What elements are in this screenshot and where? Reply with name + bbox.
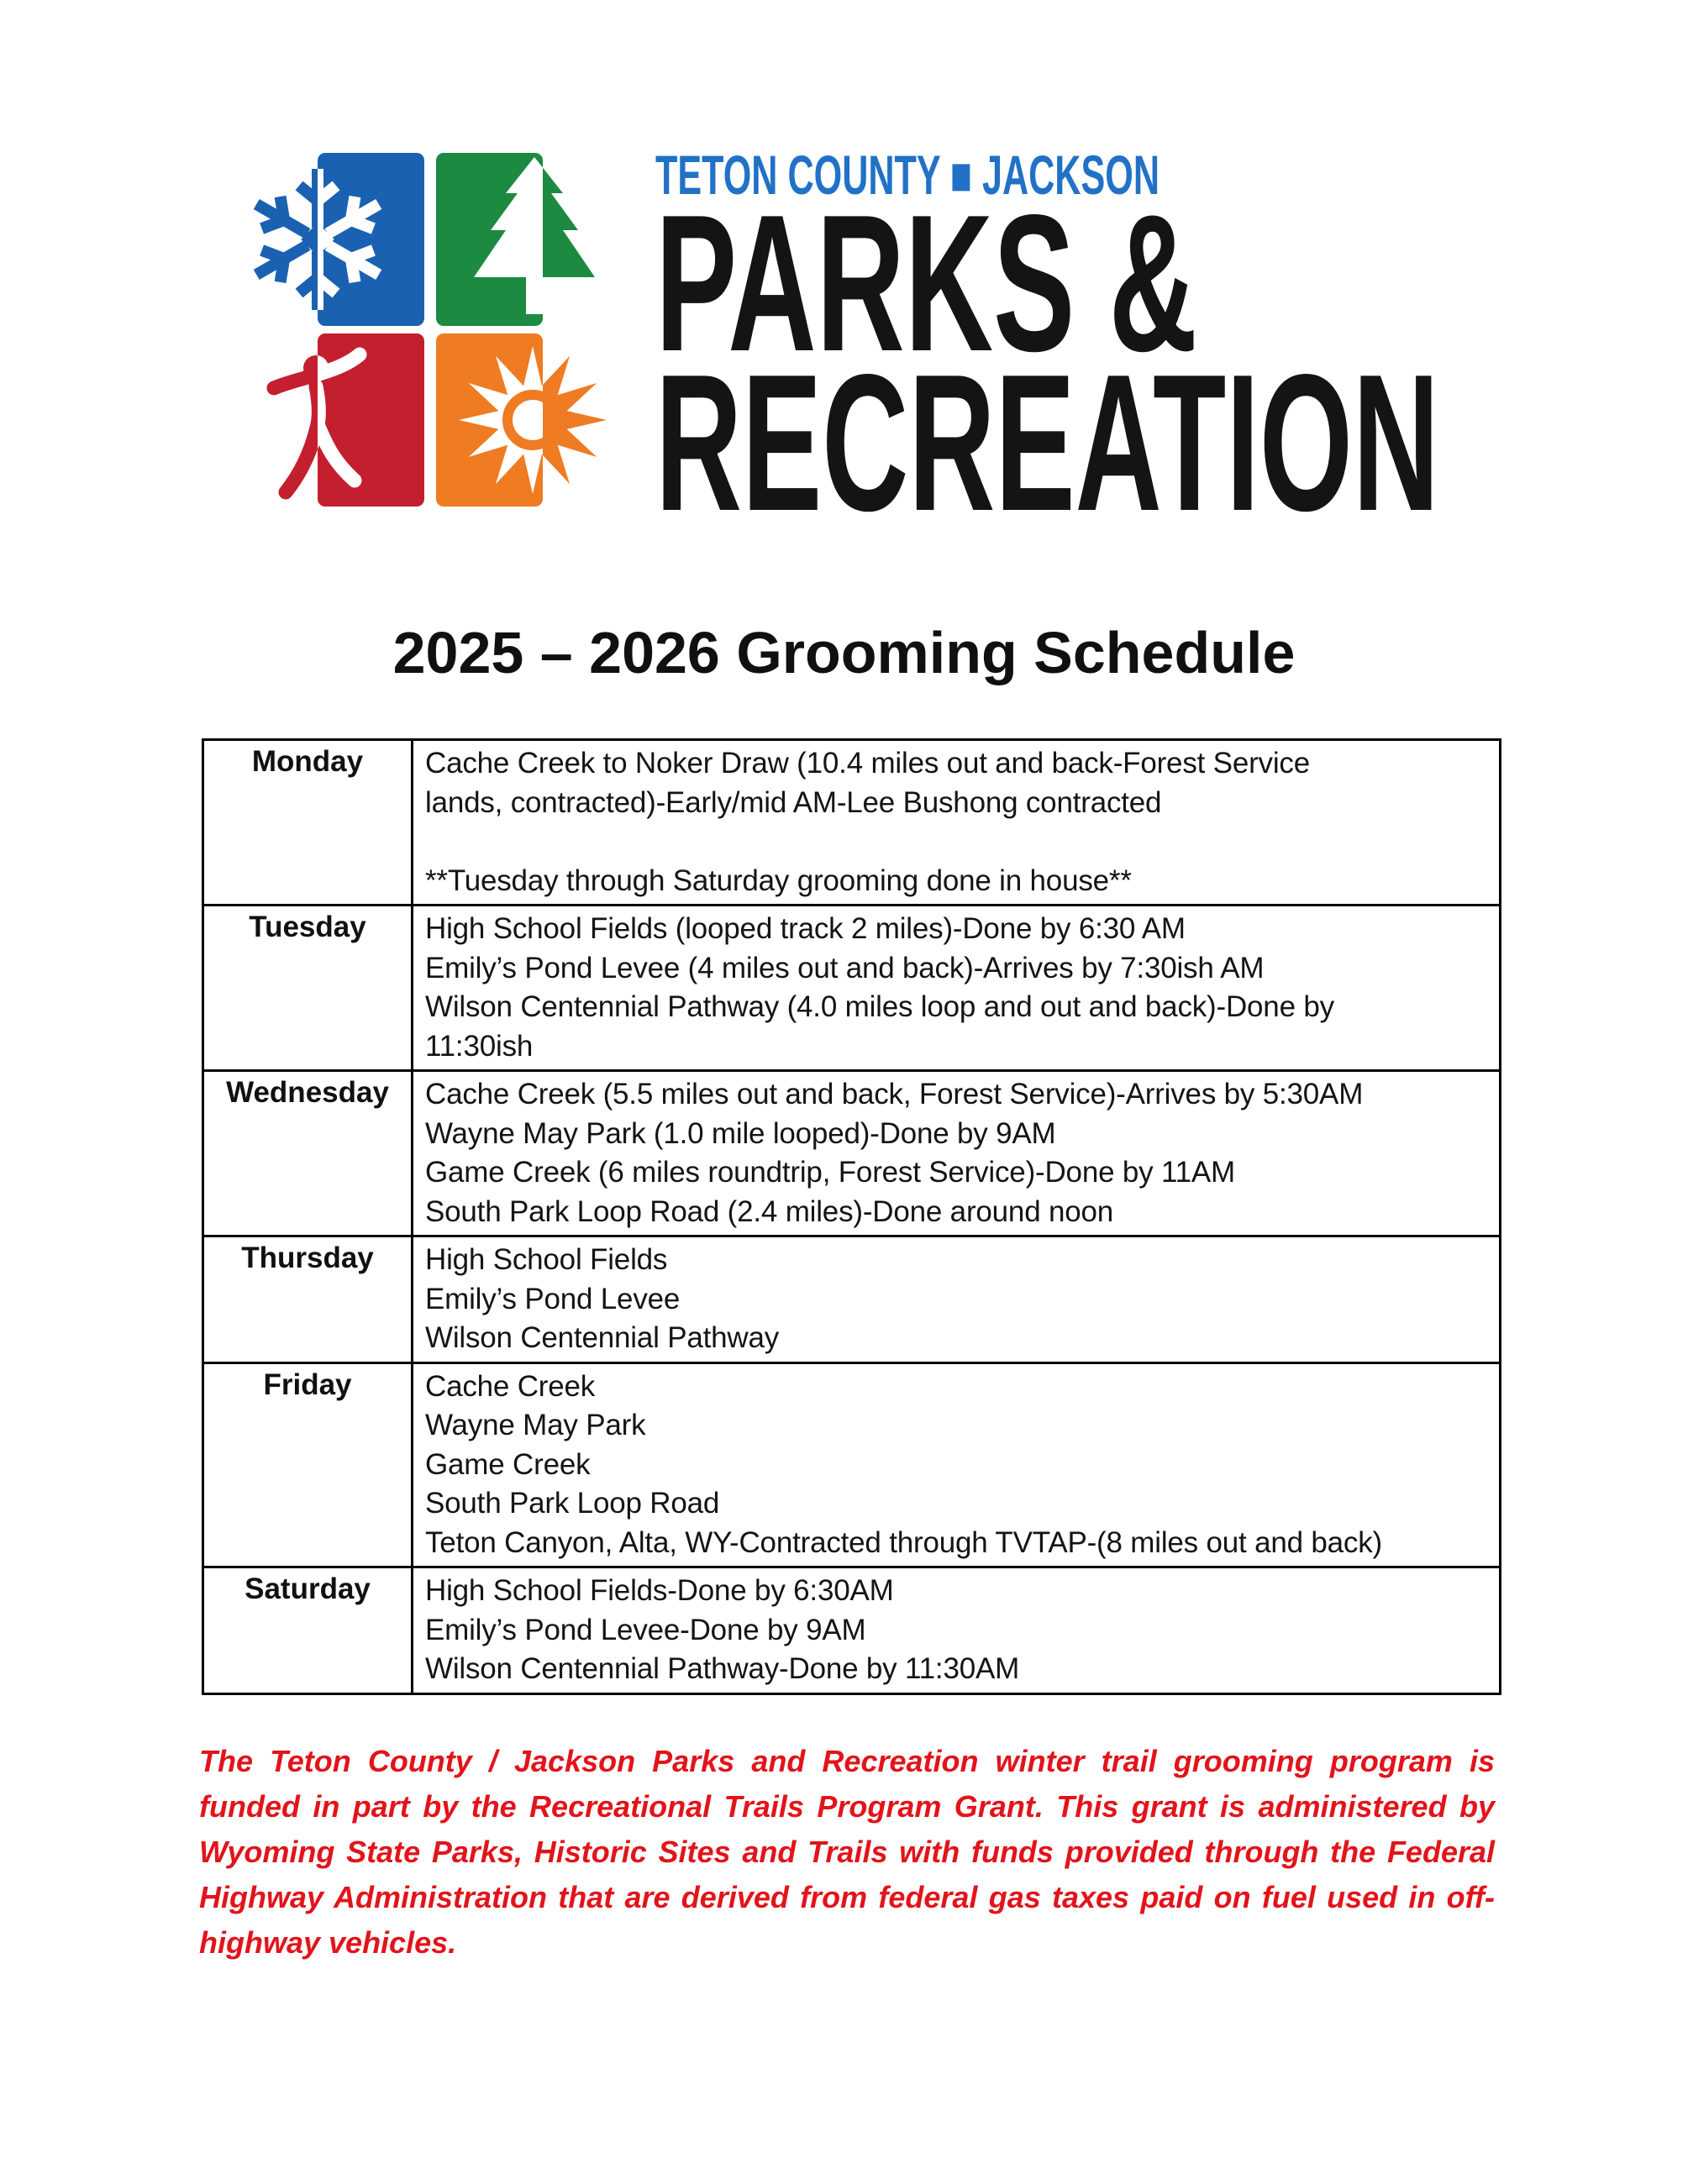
details-text: High School Fields-Done by 6:30AM Emily’… [425, 1574, 1020, 1685]
details-cell-thursday: High School Fields Emily’s Pond Levee Wi… [411, 1235, 1501, 1364]
details-cell-wednesday: Cache Creek (5.5 miles out and back, For… [411, 1069, 1501, 1237]
table-row-saturday: Saturday High School Fields-Done by 6:30… [202, 1566, 1501, 1695]
table-row-friday: Friday Cache Creek Wayne May Park Game C… [202, 1361, 1501, 1568]
table-row-wednesday: Wednesday Cache Creek (5.5 miles out and… [202, 1069, 1501, 1237]
sun-icon [436, 333, 607, 507]
details-cell-monday: Cache Creek to Noker Draw (10.4 miles ou… [411, 738, 1501, 906]
table-row-monday: Monday Cache Creek to Noker Draw (10.4 m… [202, 738, 1501, 906]
details-cell-friday: Cache Creek Wayne May Park Game Creek So… [411, 1361, 1501, 1568]
details-text: Cache Creek to Noker Draw (10.4 miles ou… [425, 747, 1310, 897]
table-row-thursday: Thursday High School Fields Emily’s Pond… [202, 1235, 1501, 1364]
day-cell-wednesday: Wednesday [202, 1069, 413, 1237]
day-cell-monday: Monday [202, 738, 413, 906]
logo-wordmark-line1: PARKS & [655, 175, 1197, 392]
logo-org-text: TETON COUNTY ■ JACKSON [655, 144, 1160, 206]
parks-and-recreation-logo [318, 153, 607, 507]
funding-note: The Teton County / Jackson Parks and Rec… [199, 1744, 1495, 1960]
table-row-tuesday: Tuesday High School Fields (looped track… [202, 904, 1501, 1072]
details-text: High School Fields (looped track 2 miles… [425, 912, 1334, 1063]
logo-wordmark: TETON COUNTY ■ JACKSON PARKS & RECREATIO… [655, 144, 1439, 552]
day-cell-friday: Friday [202, 1361, 413, 1568]
day-cell-tuesday: Tuesday [202, 904, 413, 1072]
details-cell-tuesday: High School Fields (looped track 2 miles… [411, 904, 1501, 1072]
details-cell-saturday: High School Fields-Done by 6:30AM Emily’… [411, 1566, 1501, 1695]
details-text: High School Fields Emily’s Pond Levee Wi… [425, 1243, 780, 1354]
snowflake-icon [318, 153, 424, 326]
person-icon [318, 333, 424, 507]
day-cell-saturday: Saturday [202, 1566, 413, 1695]
details-text: Cache Creek (5.5 miles out and back, For… [425, 1078, 1364, 1228]
grooming-schedule-table: Monday Cache Creek to Noker Draw (10.4 m… [202, 738, 1501, 1695]
page-title: 2025 – 2026 Grooming Schedule [392, 620, 1296, 685]
day-cell-thursday: Thursday [202, 1235, 413, 1364]
logo-wordmark-line2: RECREATION [655, 334, 1439, 552]
tree-icon [436, 153, 595, 326]
details-text: Cache Creek Wayne May Park Game Creek So… [425, 1369, 1382, 1559]
